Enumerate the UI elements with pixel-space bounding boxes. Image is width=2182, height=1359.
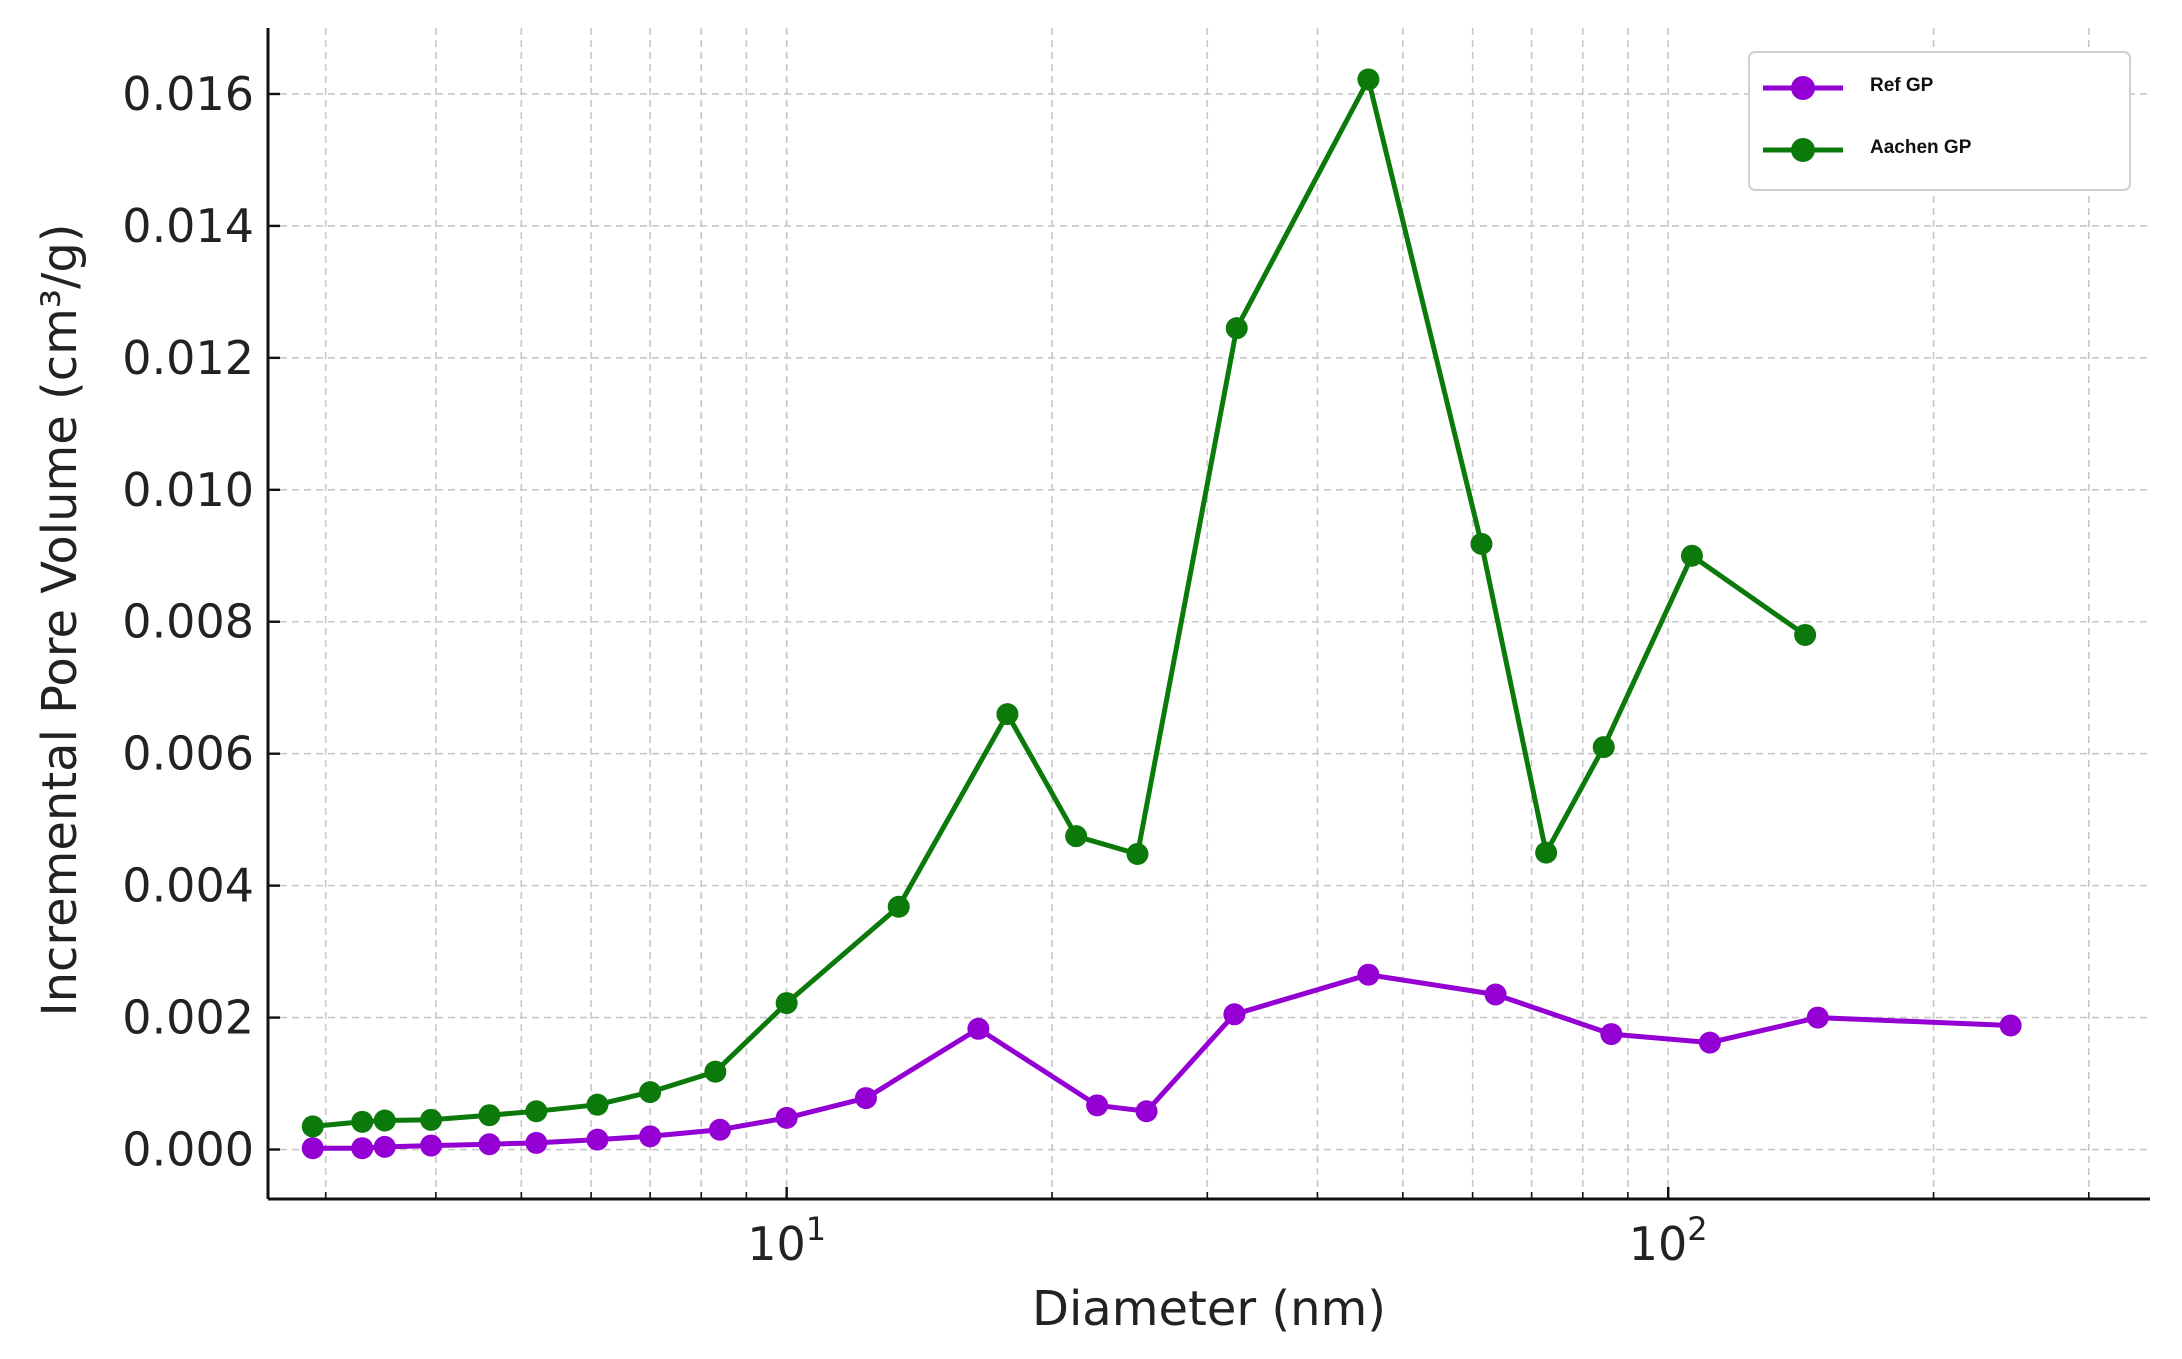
data-point-ref-gp (708, 1118, 731, 1141)
series-ref-gp (301, 963, 2022, 1160)
data-point-ref-gp (1806, 1006, 1829, 1029)
data-point-aachen-gp (478, 1104, 501, 1127)
data-point-aachen-gp (887, 895, 910, 918)
y-tick-label: 0.012 (122, 331, 254, 385)
data-point-ref-gp (775, 1106, 798, 1129)
data-point-ref-gp (586, 1128, 609, 1151)
data-point-ref-gp (967, 1017, 990, 1040)
y-tick-label: 0.004 (122, 859, 254, 913)
data-point-ref-gp (301, 1137, 324, 1160)
data-point-aachen-gp (775, 992, 798, 1015)
data-point-ref-gp (1357, 963, 1380, 986)
data-point-aachen-gp (1794, 623, 1817, 646)
data-point-ref-gp (1484, 983, 1507, 1006)
y-tick-label: 0.000 (122, 1123, 254, 1177)
data-point-ref-gp (1698, 1031, 1721, 1054)
data-point-aachen-gp (1535, 841, 1558, 864)
legend: Ref GP Aachen GP (1748, 51, 2131, 191)
axis-ticks: 0.000 0.002 0.004 0.006 0.008 0.010 0.012 0.014… (122, 67, 2090, 1271)
data-point-ref-gp (1223, 1003, 1246, 1026)
series-group (301, 68, 2022, 1160)
data-point-aachen-gp (996, 703, 1019, 726)
data-point-ref-gp (639, 1125, 662, 1148)
y-tick-label: 0.010 (122, 463, 254, 517)
data-point-ref-gp (1999, 1014, 2022, 1037)
x-tick-label: 102 (1629, 1210, 1708, 1271)
data-point-aachen-gp (1592, 736, 1615, 759)
data-point-ref-gp (478, 1133, 501, 1156)
data-point-aachen-gp (1357, 68, 1380, 91)
data-point-aachen-gp (525, 1100, 548, 1123)
x-tick-label: 101 (747, 1210, 826, 1271)
y-tick-label: 0.014 (122, 199, 254, 253)
axes (266, 28, 2150, 1201)
x-axis-title: Diameter (nm) (1032, 1281, 1386, 1337)
data-point-ref-gp (373, 1135, 396, 1158)
data-point-aachen-gp (704, 1060, 727, 1083)
legend-item-aachen-gp: Aachen GP (1763, 137, 1972, 162)
data-point-ref-gp (854, 1087, 877, 1110)
series-aachen-gp (301, 68, 1817, 1138)
legend-swatch-marker (1791, 76, 1815, 100)
data-point-ref-gp (351, 1137, 374, 1160)
data-point-aachen-gp (639, 1081, 662, 1104)
y-tick-label: 0.016 (122, 67, 254, 121)
data-point-aachen-gp (301, 1115, 324, 1138)
data-point-ref-gp (420, 1134, 443, 1157)
data-point-ref-gp (525, 1131, 548, 1154)
data-point-aachen-gp (1225, 317, 1248, 340)
series-line-ref-gp (312, 972, 2011, 1151)
data-point-aachen-gp (586, 1093, 609, 1116)
data-point-aachen-gp (373, 1109, 396, 1132)
data-point-aachen-gp (1470, 532, 1493, 555)
y-tick-label: 0.006 (122, 727, 254, 781)
data-point-aachen-gp (420, 1108, 443, 1131)
legend-label: Ref GP (1870, 75, 1934, 96)
data-point-aachen-gp (1126, 842, 1149, 865)
data-point-ref-gp (1600, 1023, 1623, 1046)
legend-item-ref-gp: Ref GP (1763, 75, 1934, 100)
y-tick-label: 0.002 (122, 991, 254, 1045)
grid-lines (268, 28, 2150, 1199)
legend-swatch-marker (1791, 138, 1815, 162)
y-axis-title: Incremental Pore Volume (cm³/g) (32, 223, 88, 1016)
y-tick-label: 0.008 (122, 595, 254, 649)
legend-box (1748, 51, 2131, 191)
legend-label: Aachen GP (1870, 137, 1972, 158)
series-line-aachen-gp (312, 77, 1807, 1129)
data-point-aachen-gp (1065, 825, 1088, 848)
data-point-ref-gp (1135, 1100, 1158, 1123)
data-point-aachen-gp (1680, 544, 1703, 567)
data-point-ref-gp (1086, 1094, 1109, 1117)
data-point-aachen-gp (351, 1110, 374, 1133)
